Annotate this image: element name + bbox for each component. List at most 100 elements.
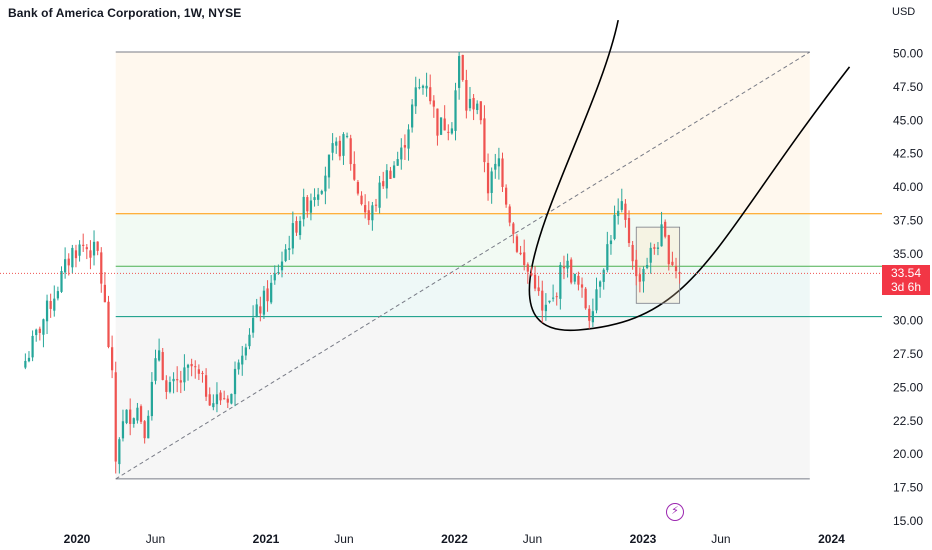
time-tick-label: 2022 — [441, 532, 468, 546]
candle-body — [588, 308, 591, 321]
candle-body — [591, 311, 594, 323]
last-price-badge: 33.54 3d 6h — [882, 265, 930, 295]
candle-body — [208, 394, 211, 406]
candle-body — [389, 170, 392, 179]
price-tick-label: 47.50 — [893, 80, 923, 94]
candle-body — [212, 403, 215, 408]
candle-body — [143, 421, 146, 439]
price-tick-label: 20.00 — [893, 447, 923, 461]
candle-body — [378, 182, 381, 208]
candle-body — [551, 297, 555, 299]
candle-body — [78, 244, 81, 256]
candle-body — [338, 140, 341, 157]
candle-body — [349, 138, 352, 165]
candle-body — [280, 261, 284, 271]
candle-body — [92, 241, 96, 256]
candle-body — [183, 367, 186, 383]
candle-body — [638, 274, 641, 282]
candle-body — [461, 54, 464, 81]
candle-body — [653, 247, 656, 249]
candle-body — [154, 358, 157, 381]
lightning-bolt-icon[interactable]: ⚡︎ — [666, 503, 684, 521]
symbol-title: Bank of America Corporation, 1W, NYSE — [8, 6, 242, 20]
candle-body — [411, 104, 414, 128]
candle-body — [458, 56, 461, 88]
time-tick-label: 2023 — [630, 532, 657, 546]
candle-body — [385, 170, 388, 189]
candle-body — [284, 249, 287, 261]
candle-body — [454, 90, 457, 131]
candle-body — [53, 298, 56, 311]
candle-body — [447, 131, 450, 133]
price-tick-label: 40.00 — [893, 180, 923, 194]
candle-body — [537, 287, 540, 292]
candle-body — [364, 205, 367, 213]
fib-zone — [115, 213, 810, 267]
candle-body — [45, 300, 49, 322]
candle-body — [656, 247, 660, 249]
candle-body — [439, 117, 443, 135]
time-tick-label: Jun — [711, 532, 730, 546]
candle-body — [262, 290, 266, 315]
candle-body — [237, 362, 240, 370]
candle-body — [627, 217, 631, 244]
candle-body — [541, 290, 544, 311]
price-tick-label: 50.00 — [893, 47, 923, 61]
candle-body — [515, 236, 519, 252]
price-tick-label: 27.50 — [893, 347, 923, 361]
candle-body — [197, 369, 200, 374]
price-tick-label: 42.50 — [893, 147, 923, 161]
candle-body — [580, 284, 584, 288]
candle-body — [27, 357, 31, 362]
candle-body — [573, 273, 576, 282]
price-tick-label: 45.00 — [893, 113, 923, 127]
candle-body — [548, 300, 551, 303]
candle-body — [331, 143, 334, 153]
candle-body — [443, 118, 446, 131]
parabolic-arc — [528, 19, 851, 331]
candle-body — [324, 175, 327, 192]
candle-body — [562, 266, 566, 269]
candle-body — [327, 154, 331, 178]
candle-body — [233, 368, 237, 395]
candle-body — [313, 197, 316, 201]
candle-body — [168, 382, 172, 392]
candle-body — [291, 223, 294, 249]
candle-body — [407, 129, 410, 149]
candle-body — [223, 398, 226, 400]
candle-body — [157, 350, 161, 361]
candle-body — [606, 244, 609, 271]
candle-body — [107, 301, 110, 348]
candle-body — [251, 317, 255, 333]
candle-body — [392, 165, 396, 178]
candle-body — [609, 240, 613, 245]
candle-body — [139, 406, 143, 422]
candle-body — [342, 134, 345, 156]
candle-body — [201, 372, 204, 374]
candle-body — [317, 194, 320, 200]
candle-body — [295, 221, 298, 233]
candle-body — [667, 235, 670, 265]
candle-body — [259, 306, 262, 314]
candle-body — [71, 247, 74, 268]
candle-body — [436, 108, 439, 136]
candle-body — [114, 372, 117, 462]
candle-body — [533, 274, 537, 289]
candle-body — [421, 85, 425, 88]
candle-body — [100, 252, 103, 284]
candle-body — [382, 181, 385, 187]
candle-body — [136, 407, 139, 421]
candle-body — [74, 250, 78, 259]
time-tick-label: 2020 — [64, 532, 91, 546]
candle-body — [165, 380, 168, 392]
price-tick-label: 37.50 — [893, 213, 923, 227]
candle-body — [414, 87, 417, 107]
candle-body — [432, 100, 435, 107]
candle-body — [617, 210, 620, 217]
candle-body — [360, 195, 363, 205]
candle-body — [89, 250, 92, 258]
candle-body — [49, 301, 52, 309]
candles — [24, 51, 681, 474]
candle-body — [190, 363, 193, 367]
